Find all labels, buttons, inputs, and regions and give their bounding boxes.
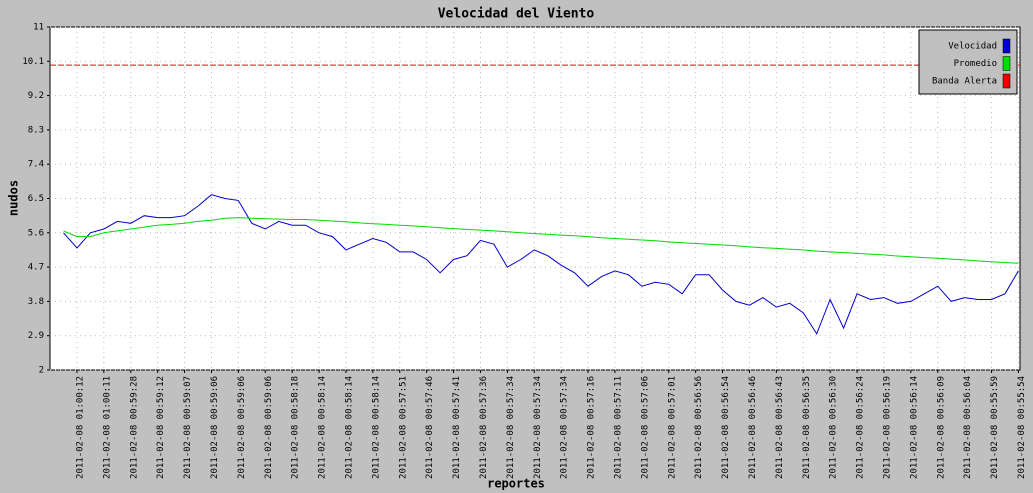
x-tick-label: 2011-02-08 00:56:43	[775, 376, 785, 479]
y-tick-label: 7.4	[28, 160, 44, 170]
x-tick-label: 2011-02-08 00:56:09	[936, 376, 946, 479]
legend-label: Banda Alerta	[932, 77, 997, 87]
y-tick-label: 11	[33, 23, 44, 33]
x-tick-label: 2011-02-08 00:55:59	[990, 376, 1000, 479]
legend-swatch	[1002, 38, 1011, 54]
legend-label: Velocidad	[948, 42, 997, 52]
x-tick-label: 2011-02-08 00:56:19	[882, 376, 892, 479]
x-tick-label: 2011-02-08 00:56:30	[829, 376, 839, 479]
x-tick-label: 2011-02-08 00:57:06	[640, 376, 650, 479]
y-axis-label: nudos	[7, 180, 21, 216]
x-tick-label: 2011-02-08 00:57:36	[479, 376, 489, 479]
x-tick-label: 2011-02-08 00:58:18	[291, 376, 301, 479]
y-tick-label: 9.2	[28, 91, 44, 101]
legend: Velocidad Promedio Banda Alerta	[918, 29, 1018, 95]
x-tick-label: 2011-02-08 00:56:54	[721, 376, 731, 479]
x-tick-label: 2011-02-08 01:00:11	[102, 376, 112, 479]
series-line	[63, 194, 1019, 335]
x-tick-label: 2011-02-08 00:58:14	[371, 376, 381, 479]
y-tick-label: 6.5	[28, 194, 44, 204]
x-tick-label: 2011-02-08 00:57:16	[587, 376, 597, 479]
x-axis-label: reportes	[487, 477, 545, 491]
x-tick-label: 2011-02-08 00:59:06	[237, 376, 247, 479]
x-tick-label: 2011-02-08 00:57:41	[452, 376, 462, 479]
x-tick-label: 2011-02-08 00:59:06	[264, 376, 274, 479]
x-tick-label: 2011-02-08 00:57:11	[613, 376, 623, 479]
x-tick-label: 2011-02-08 00:57:46	[425, 376, 435, 479]
x-tick-label: 2011-02-08 00:56:14	[909, 376, 919, 479]
x-tick-label: 2011-02-08 00:57:34	[533, 376, 543, 479]
y-tick-label: 8.3	[28, 125, 44, 135]
x-tick-label: 2011-02-08 00:55:54	[1017, 376, 1027, 479]
y-tick-label: 5.6	[28, 228, 44, 238]
x-tick-label: 2011-02-08 00:59:12	[156, 376, 166, 479]
x-tick-label: 2011-02-08 00:57:01	[667, 376, 677, 479]
x-tick-label: 2011-02-08 00:58:14	[318, 376, 328, 479]
x-tick-label: 2011-02-08 00:56:35	[802, 376, 812, 479]
series-line	[63, 217, 1019, 264]
y-tick-label: 2	[39, 366, 44, 376]
legend-swatch	[1002, 56, 1011, 71]
x-tick-label: 2011-02-08 00:59:28	[129, 376, 139, 479]
x-tick-label: 2011-02-08 00:56:04	[963, 376, 973, 479]
y-tick-label: 10.1	[22, 57, 44, 67]
x-tick-label: 2011-02-08 00:56:24	[856, 376, 866, 479]
y-tick-label: 3.8	[28, 297, 44, 307]
x-tick-label: 2011-02-08 00:56:56	[694, 376, 704, 479]
y-tick-label: 2.9	[28, 331, 44, 341]
chart-title: Velocidad del Viento	[438, 7, 595, 22]
x-tick-label: 2011-02-08 00:57:34	[560, 376, 570, 479]
x-tick-label: 2011-02-08 01:00:12	[75, 376, 85, 479]
x-tick-label: 2011-02-08 00:59:07	[183, 376, 193, 479]
legend-swatch	[1002, 73, 1011, 89]
x-tick-label: 2011-02-08 00:58:14	[344, 376, 354, 479]
x-tick-label: 2011-02-08 00:57:34	[506, 376, 516, 479]
x-tick-label: 2011-02-08 00:57:51	[398, 376, 408, 479]
y-tick-label: 4.7	[28, 263, 44, 273]
legend-box	[918, 29, 1018, 95]
legend-label: Promedio	[954, 59, 997, 69]
x-tick-label: 2011-02-08 00:59:06	[210, 376, 220, 479]
x-tick-label: 2011-02-08 00:56:46	[748, 376, 758, 479]
